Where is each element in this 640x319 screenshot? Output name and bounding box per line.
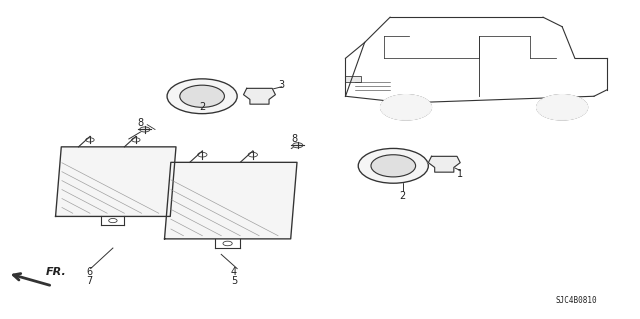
Circle shape <box>167 79 237 114</box>
Circle shape <box>358 148 428 183</box>
Circle shape <box>537 95 588 120</box>
FancyBboxPatch shape <box>346 76 362 82</box>
Circle shape <box>381 95 431 120</box>
Polygon shape <box>428 156 460 172</box>
Text: FR.: FR. <box>46 266 67 277</box>
Text: 8: 8 <box>291 134 298 144</box>
Text: 2: 2 <box>199 102 205 112</box>
Text: 3: 3 <box>278 80 285 90</box>
Text: 1: 1 <box>457 169 463 179</box>
Circle shape <box>371 155 415 177</box>
Polygon shape <box>56 147 176 216</box>
Polygon shape <box>164 162 297 239</box>
Circle shape <box>292 143 303 148</box>
Text: 7: 7 <box>86 276 92 286</box>
Text: 8: 8 <box>137 118 143 128</box>
Circle shape <box>180 85 225 107</box>
Text: 4: 4 <box>231 267 237 277</box>
Polygon shape <box>244 88 275 104</box>
Circle shape <box>140 127 150 132</box>
Text: 2: 2 <box>400 191 406 201</box>
Text: SJC4B0810: SJC4B0810 <box>556 296 597 305</box>
Text: 5: 5 <box>231 276 237 286</box>
Text: 6: 6 <box>86 267 92 277</box>
